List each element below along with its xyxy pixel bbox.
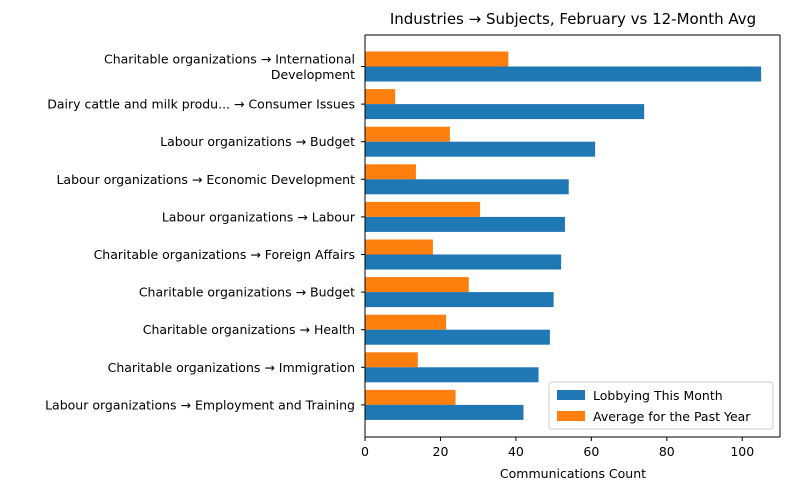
bar-this-month <box>365 254 562 270</box>
legend-label: Lobbying This Month <box>593 388 723 403</box>
y-tick-labels: Charitable organizations → International… <box>45 51 356 412</box>
y-tick-label-line: Charitable organizations → International <box>104 51 355 66</box>
bar-this-month <box>365 292 554 308</box>
legend-frame <box>548 381 774 430</box>
bar-average <box>365 239 433 255</box>
y-tick-label: Charitable organizations → International… <box>104 51 355 82</box>
y-tick-label: Dairy cattle and milk produ... → Consume… <box>47 97 355 112</box>
x-axis-label: Communications Count <box>500 466 646 481</box>
y-tick-label: Charitable organizations → Health <box>143 322 355 337</box>
y-tick-label-line: Labour organizations → Budget <box>160 134 355 149</box>
y-tick-label-line: Charitable organizations → Budget <box>139 285 355 300</box>
legend-swatch <box>557 390 585 400</box>
x-tick-label: 60 <box>583 444 599 459</box>
bar-average <box>365 389 456 405</box>
bar-average <box>365 89 396 105</box>
legend-swatch <box>557 411 585 421</box>
bar-average <box>365 51 509 67</box>
x-ticks: 0 20 40 60 80 100 <box>361 437 754 459</box>
bar-this-month <box>365 66 762 82</box>
bar-this-month <box>365 329 550 345</box>
y-tick-label-line: Charitable organizations → Immigration <box>108 360 355 375</box>
bar-average <box>365 164 416 180</box>
x-tick-label: 100 <box>730 444 754 459</box>
legend: Lobbying This Month Average for the Past … <box>548 381 774 430</box>
y-tick-label-line: Labour organizations → Labour <box>162 209 356 224</box>
bar-average <box>365 126 450 142</box>
bar-this-month <box>365 404 524 420</box>
bar-this-month <box>365 216 565 232</box>
axes-layer <box>361 34 781 438</box>
y-tick-label-line: Labour organizations → Economic Developm… <box>56 172 355 187</box>
x-tick-label: 20 <box>433 444 449 459</box>
legend-label: Average for the Past Year <box>593 409 751 424</box>
bars-layer <box>365 51 762 420</box>
x-tick-label: 80 <box>659 444 675 459</box>
y-tick-label-line: Charitable organizations → Foreign Affai… <box>94 247 355 262</box>
y-tick-label-line: Charitable organizations → Health <box>143 322 355 337</box>
x-tick-label: 40 <box>508 444 524 459</box>
chart-title: Industries → Subjects, February vs 12-Mo… <box>390 10 756 28</box>
y-tick-label: Charitable organizations → Budget <box>139 285 355 300</box>
bar-average <box>365 201 481 217</box>
y-tick-label: Charitable organizations → Immigration <box>108 360 355 375</box>
bar-this-month <box>365 104 645 120</box>
y-tick-label-line: Labour organizations → Employment and Tr… <box>45 397 355 412</box>
y-tick-label: Labour organizations → Employment and Tr… <box>45 397 355 412</box>
bar-average <box>365 352 418 368</box>
y-tick-label-line: Dairy cattle and milk produ... → Consume… <box>47 97 355 112</box>
bar-this-month <box>365 367 539 383</box>
bar-this-month <box>365 141 596 157</box>
y-tick-label-line: Development <box>271 67 355 82</box>
y-tick-label: Labour organizations → Budget <box>160 134 355 149</box>
y-tick-label: Charitable organizations → Foreign Affai… <box>94 247 355 262</box>
bar-average <box>365 277 469 293</box>
x-tick-label: 0 <box>361 444 369 459</box>
bar-average <box>365 314 447 330</box>
y-tick-label: Labour organizations → Economic Developm… <box>56 172 355 187</box>
y-tick-label: Labour organizations → Labour <box>162 209 356 224</box>
bar-this-month <box>365 179 569 195</box>
